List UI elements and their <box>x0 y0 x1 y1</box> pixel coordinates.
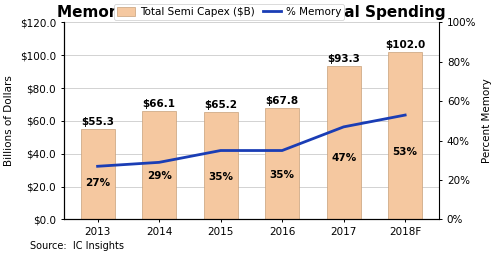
Bar <box>81 129 115 219</box>
Legend: Total Semi Capex ($B), % Memory: Total Semi Capex ($B), % Memory <box>114 4 344 20</box>
Text: 35%: 35% <box>208 172 233 182</box>
Bar <box>204 113 238 219</box>
Y-axis label: Billions of Dollars: Billions of Dollars <box>4 75 14 166</box>
Text: 29%: 29% <box>147 171 172 181</box>
Text: $66.1: $66.1 <box>143 99 176 109</box>
Text: 27%: 27% <box>85 178 110 188</box>
Text: 35%: 35% <box>270 170 295 180</box>
Title: Memory's Growing Share of Capital Spending: Memory's Growing Share of Capital Spendi… <box>57 5 446 20</box>
Text: $102.0: $102.0 <box>385 40 425 50</box>
Bar <box>265 108 299 219</box>
Text: $93.3: $93.3 <box>327 54 360 64</box>
Text: Source:  IC Insights: Source: IC Insights <box>30 242 124 251</box>
Text: 53%: 53% <box>393 148 418 157</box>
Text: $65.2: $65.2 <box>204 100 237 110</box>
Text: $67.8: $67.8 <box>265 96 299 106</box>
Bar <box>327 66 361 219</box>
Bar <box>142 111 176 219</box>
Bar <box>388 52 422 219</box>
Text: $55.3: $55.3 <box>81 117 114 127</box>
Y-axis label: Percent Memory: Percent Memory <box>482 78 492 163</box>
Text: 47%: 47% <box>331 153 356 163</box>
